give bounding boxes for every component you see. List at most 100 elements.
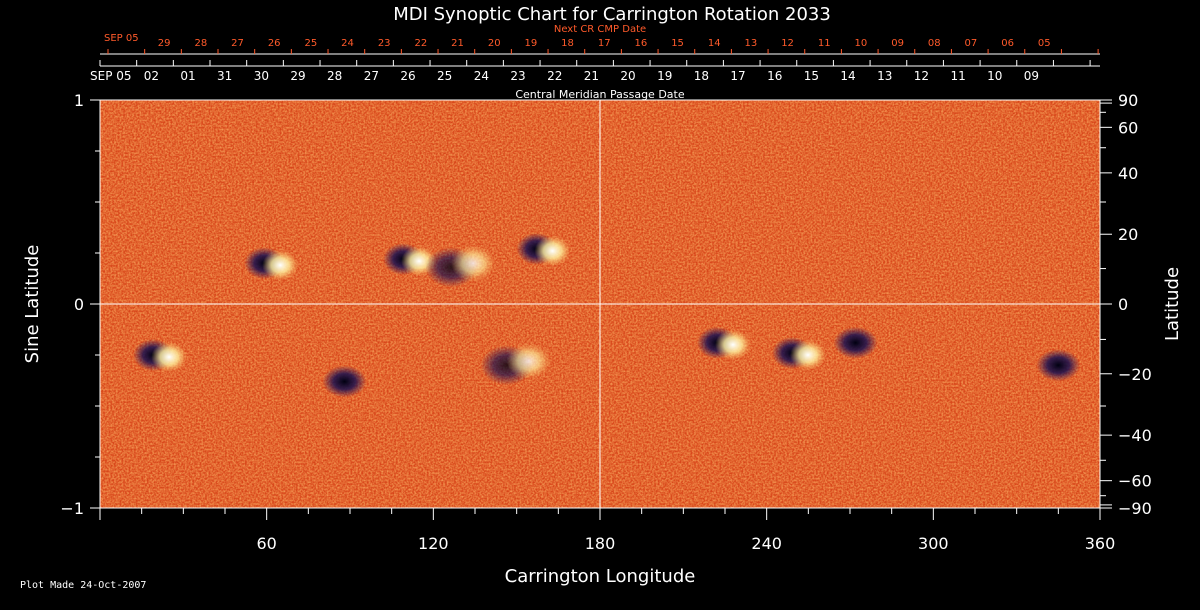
x-axis-label: Carrington Longitude <box>505 566 696 587</box>
positive-spot <box>534 235 571 266</box>
y-left-tick-label: 1 <box>74 91 84 110</box>
next-cmp-date-label: 07 <box>965 38 978 49</box>
cmp-date-label: 09 <box>1024 69 1039 83</box>
next-cmp-date-label: 28 <box>194 38 207 49</box>
next-cmp-axis-label: Next CR CMP Date <box>554 24 646 35</box>
cmp-date-label: 31 <box>217 69 232 83</box>
x-tick-label: 120 <box>418 534 449 553</box>
cmp-start-label: SEP 05 <box>90 69 132 83</box>
cmp-date-label: 28 <box>327 69 342 83</box>
next-cmp-date-label: 09 <box>891 38 904 49</box>
next-cmp-date-label: 13 <box>745 38 758 49</box>
x-tick-label: 180 <box>585 534 616 553</box>
active-region-0 <box>244 247 299 281</box>
negative-spot <box>322 365 367 398</box>
next-cmp-date-label: 16 <box>635 38 648 49</box>
grid-lines <box>100 100 1100 508</box>
cmp-date-label: 20 <box>620 69 635 83</box>
positive-spot <box>790 339 826 370</box>
next-cmp-date-label: 19 <box>525 38 538 49</box>
active-region-3 <box>516 232 571 266</box>
chart-title: MDI Synoptic Chart for Carrington Rotati… <box>393 4 831 25</box>
x-tick-label: 300 <box>918 534 949 553</box>
cmp-date-label: 13 <box>877 69 892 83</box>
cmp-date-label: 24 <box>474 69 489 83</box>
next-cmp-date-label: 17 <box>598 38 611 49</box>
cmp-axis-label: Central Meridian Passage Date <box>515 88 684 101</box>
cmp-date-label: 01 <box>180 69 195 83</box>
cmp-date-label: 19 <box>657 69 672 83</box>
cmp-date-label: 10 <box>987 69 1002 83</box>
next-cmp-date-label: 24 <box>341 38 354 49</box>
x-tick-label: 360 <box>1085 534 1116 553</box>
active-region-5 <box>322 365 367 398</box>
cmp-date-label: 29 <box>290 69 305 83</box>
y-axis-label-left: Sine Latitude <box>22 245 43 364</box>
next-cmp-date-label: 06 <box>1001 38 1014 49</box>
cmp-date-axis: 02 01 31 30 29 28 27 26 25 24 23 22 21 20 19 18 17 16 15 14… <box>99 60 1100 83</box>
negative-spot <box>833 326 878 359</box>
next-cmp-start-label: SEP 05 <box>104 33 139 44</box>
y-right-tick-label: 20 <box>1118 225 1138 244</box>
next-cmp-date-label: 23 <box>378 38 391 49</box>
y-right-tick-label: −90 <box>1118 499 1152 518</box>
active-region-9 <box>833 326 878 359</box>
cmp-date-label: 17 <box>730 69 745 83</box>
next-cmp-date-label: 25 <box>304 38 317 49</box>
x-axis: 60 120 180 240 300 360 <box>99 508 1116 553</box>
next-cmp-date-label: 10 <box>855 38 868 49</box>
next-cmp-date-label: 15 <box>671 38 684 49</box>
cmp-date-label: 25 <box>437 69 452 83</box>
y-axis-left: 1 0 −1 <box>60 91 100 518</box>
cmp-date-label: 02 <box>144 69 159 83</box>
next-cmp-date-label: 20 <box>488 38 501 49</box>
y-right-tick-label: 40 <box>1118 164 1138 183</box>
next-cmp-date-label: 29 <box>158 38 171 49</box>
cmp-date-label: 23 <box>510 69 525 83</box>
positive-spot <box>451 245 496 282</box>
plot-made-note: Plot Made 24-Oct-2007 <box>20 580 147 591</box>
next-cmp-date-label: 26 <box>268 38 281 49</box>
y-right-tick-label: −60 <box>1118 472 1152 491</box>
next-cmp-date-label: 14 <box>708 38 721 49</box>
active-region-4 <box>133 339 188 372</box>
active-region-10 <box>1036 349 1081 382</box>
y-left-tick-label: −1 <box>60 499 84 518</box>
y-left-tick-label: 0 <box>74 295 84 314</box>
cmp-date-label: 22 <box>547 69 562 83</box>
next-cmp-date-label: 11 <box>818 38 831 49</box>
cmp-date-label: 11 <box>950 69 965 83</box>
y-right-tick-label: −40 <box>1118 426 1152 445</box>
cmp-date-label: 26 <box>400 69 415 83</box>
cmp-date-label: 15 <box>804 69 819 83</box>
active-region-7 <box>697 326 751 360</box>
cmp-date-label: 21 <box>584 69 599 83</box>
x-tick-label: 60 <box>256 534 276 553</box>
y-right-tick-label: 60 <box>1118 118 1138 137</box>
active-region-6 <box>480 343 551 386</box>
positive-spot <box>715 329 751 360</box>
positive-spot <box>506 343 551 380</box>
next-cmp-date-label: 27 <box>231 38 244 49</box>
cmp-date-label: 12 <box>914 69 929 83</box>
next-cmp-date-label: 05 <box>1038 38 1051 49</box>
y-right-tick-label: 0 <box>1118 295 1128 314</box>
y-right-tick-label: −20 <box>1118 365 1152 384</box>
next-cmp-date-label: 12 <box>781 38 794 49</box>
y-right-tick-label: 90 <box>1118 91 1138 110</box>
positive-spot <box>262 250 299 281</box>
next-cmp-date-axis: 29 28 27 26 25 24 23 22 21 20 19 18 17 16 15 14 13 12 11 10… <box>100 38 1100 55</box>
active-region-2 <box>425 245 496 288</box>
next-cmp-date-label: 18 <box>561 38 574 49</box>
y-axis-label-right: Latitude <box>1162 267 1183 341</box>
active-region-8 <box>772 336 826 370</box>
cmp-date-label: 30 <box>254 69 269 83</box>
cmp-date-label: 14 <box>840 69 855 83</box>
next-cmp-date-label: 21 <box>451 38 464 49</box>
cmp-date-label: 27 <box>364 69 379 83</box>
next-cmp-date-label: 22 <box>414 38 427 49</box>
cmp-date-label: 18 <box>694 69 709 83</box>
x-tick-label: 240 <box>751 534 782 553</box>
next-cmp-date-label: 08 <box>928 38 941 49</box>
